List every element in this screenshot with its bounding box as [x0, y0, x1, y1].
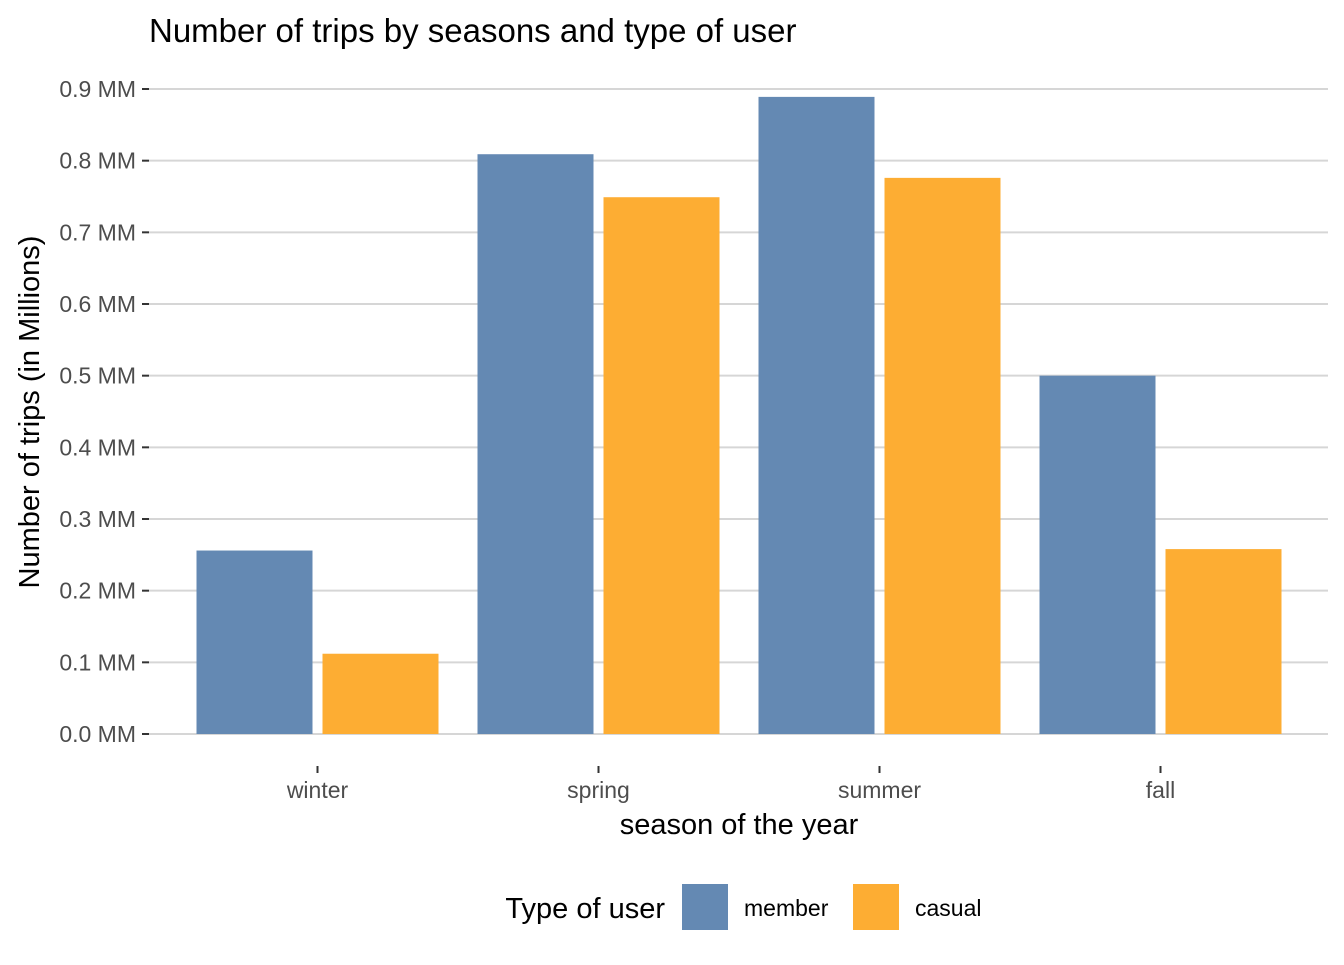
- x-tick-label: summer: [838, 777, 921, 803]
- bar-casual-summer: [884, 177, 1001, 734]
- bar-casual-winter: [322, 653, 439, 734]
- legend-title: Type of user: [505, 893, 665, 925]
- x-axis-title: season of the year: [620, 809, 859, 841]
- y-tick-label: 0.6 MM: [59, 291, 136, 317]
- bar-member-fall: [1039, 375, 1156, 734]
- y-tick-label: 0.4 MM: [59, 434, 136, 460]
- x-tick-label: spring: [567, 777, 630, 803]
- y-tick-label: 0.5 MM: [59, 363, 136, 389]
- y-tick-label: 0.7 MM: [59, 219, 136, 245]
- y-axis-title: Number of trips (in Millions): [14, 236, 46, 589]
- legend-swatch-member: [682, 884, 728, 930]
- y-tick-label: 0.0 MM: [59, 721, 136, 747]
- bar-casual-spring: [603, 197, 720, 734]
- bar-member-winter: [196, 550, 313, 734]
- chart-title: Number of trips by seasons and type of u…: [149, 12, 797, 49]
- x-tick-label: winter: [286, 777, 349, 803]
- legend-label-member: member: [744, 895, 829, 921]
- y-tick-label: 0.9 MM: [59, 76, 136, 102]
- y-tick-label: 0.3 MM: [59, 506, 136, 532]
- y-tick-label: 0.8 MM: [59, 148, 136, 174]
- y-tick-label: 0.1 MM: [59, 649, 136, 675]
- legend-swatch-casual: [853, 884, 899, 930]
- y-tick-label: 0.2 MM: [59, 578, 136, 604]
- legend-label-casual: casual: [915, 895, 981, 921]
- y-axis: 0.0 MM 0.1 MM 0.2 MM 0.3 MM 0.4 MM 0.5 MM 0.6 …: [59, 76, 149, 747]
- bars: [196, 96, 1282, 735]
- x-tick-label: fall: [1146, 777, 1175, 803]
- bar-member-spring: [477, 154, 594, 734]
- bar-member-summer: [758, 96, 875, 735]
- bar-casual-fall: [1165, 549, 1282, 734]
- legend: Type of user member casual: [505, 884, 981, 930]
- x-axis: winter spring summer fall: [286, 766, 1175, 803]
